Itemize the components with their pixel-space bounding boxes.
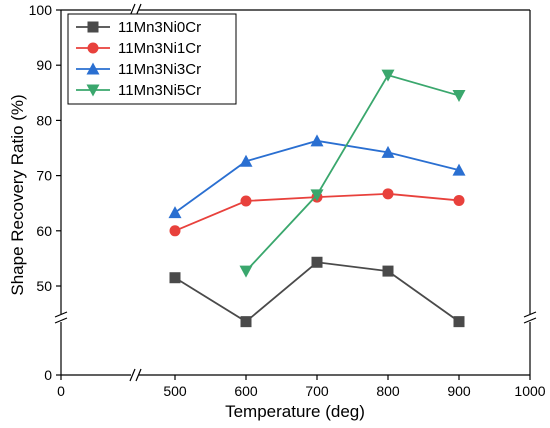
y-tick-label: 0 xyxy=(44,367,52,383)
data-point xyxy=(452,163,466,176)
series-11Mn3Ni0Cr xyxy=(169,256,465,328)
x-tick-label: 800 xyxy=(376,383,400,399)
data-point xyxy=(240,195,252,207)
series-11Mn3Ni3Cr xyxy=(168,134,466,219)
x-tick-label: 500 xyxy=(163,383,187,399)
data-point xyxy=(382,265,394,277)
data-point xyxy=(452,90,466,103)
legend-label: 11Mn3Ni1Cr xyxy=(118,40,201,57)
data-point xyxy=(169,272,181,284)
axis-break-gap xyxy=(524,314,536,322)
data-point xyxy=(239,265,253,278)
x-tick-label: 700 xyxy=(305,383,329,399)
y-tick-label: 50 xyxy=(36,278,52,294)
plot-frame xyxy=(54,3,537,382)
data-point xyxy=(169,225,181,237)
legend-entry: 11Mn3Ni1Cr xyxy=(76,40,201,57)
x-tick-label: 900 xyxy=(447,383,471,399)
y-tick-label: 90 xyxy=(36,57,52,73)
legend-entry: 11Mn3Ni0Cr xyxy=(76,19,201,36)
data-point xyxy=(239,154,253,167)
data-point xyxy=(453,194,465,206)
legend-label: 11Mn3Ni0Cr xyxy=(118,19,201,36)
data-point xyxy=(310,189,324,202)
axis-break-gap xyxy=(55,314,67,322)
series-11Mn3Ni5Cr xyxy=(239,69,466,278)
x-tick-label: 1000 xyxy=(514,383,545,399)
legend-label: 11Mn3Ni3Cr xyxy=(118,61,201,78)
axis-break-mark xyxy=(523,311,537,318)
legend: 11Mn3Ni0Cr 11Mn3Ni1Cr 11Mn3Ni3Cr 11Mn3Ni5Cr xyxy=(67,13,237,105)
y-tick-label: 60 xyxy=(36,223,52,239)
legend-marker xyxy=(87,21,99,33)
y-tick-label: 70 xyxy=(36,168,52,184)
y-tick-label: 80 xyxy=(36,112,52,128)
axis-break-gap xyxy=(131,369,139,381)
data-point xyxy=(310,134,324,147)
y-tick-label: 100 xyxy=(29,2,53,18)
axis-break-mark xyxy=(129,368,136,382)
data-point xyxy=(311,256,323,268)
axis-break-mark xyxy=(135,368,142,382)
data-point xyxy=(381,145,395,158)
axis-break-gap xyxy=(131,4,139,16)
data-point xyxy=(240,316,252,328)
legend-entry: 11Mn3Ni3Cr xyxy=(76,61,201,78)
legend-marker xyxy=(87,42,99,54)
axis-break-mark xyxy=(523,317,537,324)
x-axis-title: Temperature (deg) xyxy=(225,402,365,421)
x-tick-label: 0 xyxy=(57,383,65,399)
y-axis-title: Shape Recovery Ratio (%) xyxy=(8,94,27,295)
legend-entry: 11Mn3Ni5Cr xyxy=(76,82,201,99)
legend-label: 11Mn3Ni5Cr xyxy=(118,82,201,99)
legend-marker xyxy=(86,84,100,97)
legend-marker xyxy=(86,62,100,75)
series-layer xyxy=(168,69,466,328)
series-line xyxy=(174,261,460,323)
series-line xyxy=(245,74,460,272)
data-point xyxy=(381,69,395,82)
data-point xyxy=(168,206,182,219)
data-point xyxy=(382,188,394,200)
x-tick-label: 600 xyxy=(234,383,258,399)
axis-break-mark xyxy=(54,311,68,318)
axis-break-mark xyxy=(54,317,68,324)
data-point xyxy=(453,316,465,328)
